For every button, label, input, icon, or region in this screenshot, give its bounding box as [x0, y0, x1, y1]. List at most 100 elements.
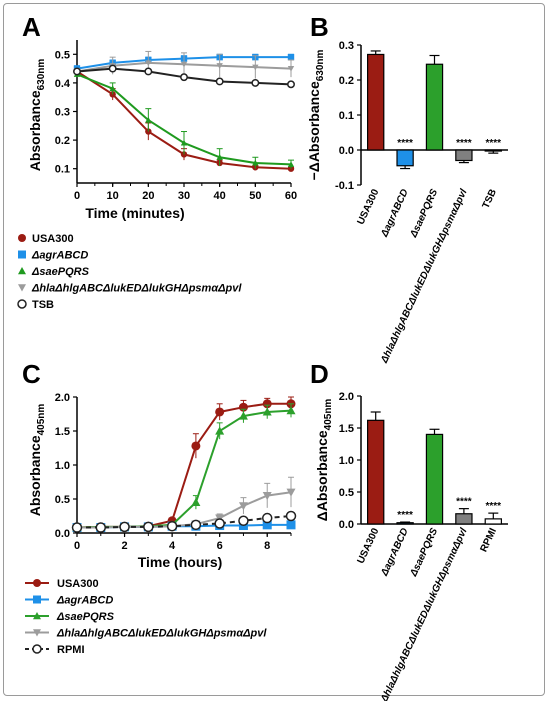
panel-c-series-5-point [95, 522, 107, 533]
panel-c-series-3-point [191, 497, 201, 506]
panel-d-significance-label: **** [456, 497, 472, 508]
panel-a-series-3-point [252, 159, 259, 166]
panel-a-y-tick-label: 0.2 [55, 135, 70, 147]
panel-a-legend-label: USA300 [32, 233, 74, 245]
panel-d-y-tick-label: 2.0 [339, 391, 354, 403]
panel-c-legend-marker [33, 595, 41, 604]
figure-frame [3, 3, 545, 696]
panel-c-ylabel: Absorbance405nm [27, 404, 47, 517]
panel-c-series-1-point [191, 441, 201, 451]
panel-c-y-tick-label: 1.0 [55, 460, 70, 472]
panel-a-legend-marker [18, 250, 26, 259]
panel-b-ylabel: −ΔAbsorbance630nm [306, 49, 326, 180]
panel-a-series-4-point [252, 64, 259, 71]
panel-a-legend-label: ΔagrABCD [31, 250, 88, 262]
panel-d-category-label: RPMI [478, 526, 499, 554]
panel-a-series-2-point [287, 53, 295, 61]
panel-a-series-4-point [180, 61, 188, 68]
panel-c-legend-marker [33, 612, 41, 620]
panel-a-x-tick-label: 20 [142, 190, 154, 202]
panel-a-series-5-point [108, 64, 117, 73]
panel-c-series-4-line [77, 491, 292, 529]
panel-b-category-label: ΔsaePQRS [408, 187, 440, 240]
panel-c-x-tick-label: 6 [217, 540, 223, 552]
panel-c-y-tick-label: 0.0 [55, 528, 70, 540]
panel-b-y-tick-label: 0.2 [339, 75, 354, 87]
panel-a-x-tick-label: 40 [214, 190, 226, 202]
panel-c-x-tick-label: 2 [121, 540, 127, 552]
panel-c-x-tick-label: 8 [264, 540, 270, 552]
panel-a-series-3-point [216, 154, 223, 160]
panel-a-y-tick-label: 0.5 [55, 49, 70, 61]
panel-a-series-5-point [251, 78, 260, 87]
panel-d-category-label: ΔsaePQRS [408, 526, 440, 579]
panel-c-x-tick-label: 4 [169, 540, 176, 552]
panel-c-series-1-point [215, 407, 225, 417]
panel-c-series-5-point [119, 521, 130, 533]
panel-c-legend-label: ΔsaePQRS [56, 611, 115, 623]
panel-a-series-3-point [145, 116, 152, 123]
panel-c-series-5-point [238, 515, 249, 527]
panel-a-legend-marker [17, 299, 27, 309]
panel-d-y-tick-label: 1.0 [339, 455, 354, 467]
panel-c-series-5-point [190, 519, 202, 531]
panel-c-legend-marker [32, 644, 42, 654]
panel-c-series-3-line [76, 409, 292, 529]
panel-c-series-3-point [238, 411, 248, 420]
panel-c-series-5-point [71, 522, 83, 533]
panel-d-significance-label: **** [397, 510, 413, 521]
panel-d-y-tick-label: 0.0 [339, 519, 354, 531]
panel-c-series-1-line [76, 402, 291, 529]
panel-a-y-tick-label: 0.4 [55, 78, 71, 90]
panel-b-y-tick-label: 0.0 [339, 145, 354, 157]
panel-a-series-3-point [109, 85, 116, 92]
panel-a-x-tick-label: 0 [74, 190, 80, 202]
panel-a-legend-label: TSB [32, 299, 54, 311]
panel-c-x-tick-label: 0 [74, 540, 80, 552]
panel-c-series-3-point [286, 406, 296, 415]
panel-c-series-5-point [143, 521, 154, 533]
panel-letter-c: C [22, 359, 41, 389]
panel-b-category-label: USA300 [355, 187, 381, 226]
panel-c-series-5-point [166, 520, 178, 532]
panel-d-bar [455, 513, 473, 525]
panel-c-series-3-point [215, 426, 225, 435]
panel-d-bar [396, 522, 414, 525]
panel-d-bar [425, 433, 444, 525]
panel-a-legend-marker [18, 267, 26, 275]
panel-c-series-5-point [261, 512, 273, 524]
panel-a-y-tick-label: 0.1 [55, 164, 70, 176]
panel-d-bar [367, 419, 385, 525]
panel-b-category-label: TSB [481, 188, 499, 211]
panel-a-y-tick-label: 0.3 [55, 107, 70, 119]
panel-c-series-4-point [262, 492, 272, 501]
panel-d-category-label: ΔagrABCD [379, 527, 411, 579]
panel-a-series-5-point [73, 67, 81, 76]
panel-a-series-5-point [287, 80, 295, 89]
panel-b-significance-label: **** [486, 138, 502, 149]
panel-c-series-3-point [262, 407, 272, 416]
panel-a-x-tick-label: 50 [249, 190, 261, 202]
panel-c-legend-label: ΔagrABCD [56, 595, 113, 607]
panel-c-legend-label: RPMI [57, 644, 85, 656]
panel-a-series-3-point [180, 139, 188, 146]
panel-a-series-5-point [180, 73, 188, 82]
panel-b-bar [396, 149, 414, 167]
panel-c-series-2-point [286, 520, 296, 530]
panel-b-y-tick-label: 0.3 [339, 40, 354, 52]
panel-d-ylabel: ΔAbsorbance405nm [314, 399, 334, 522]
panel-b-category-label: ΔagrABCD [379, 188, 411, 240]
panel-a-ylabel: Absorbance630nm [27, 59, 47, 172]
panel-c-series-5-point [285, 510, 297, 522]
panel-a-series-4-point [216, 63, 223, 69]
panel-c-legend-marker [33, 629, 41, 637]
panel-a-legend-marker [18, 234, 26, 242]
panel-c-legend-label: USA300 [57, 578, 99, 590]
panel-c-series-1-point [262, 399, 272, 409]
panel-a-series-4-point [287, 66, 295, 72]
panel-b-significance-label: **** [397, 138, 413, 149]
panel-b-bar [455, 149, 473, 162]
panel-a-series-5-point [215, 77, 224, 86]
panel-a-legend-label: ΔhlaΔhlgABCΔlukEDΔlukGHΔpsmαΔpvl [31, 283, 242, 295]
